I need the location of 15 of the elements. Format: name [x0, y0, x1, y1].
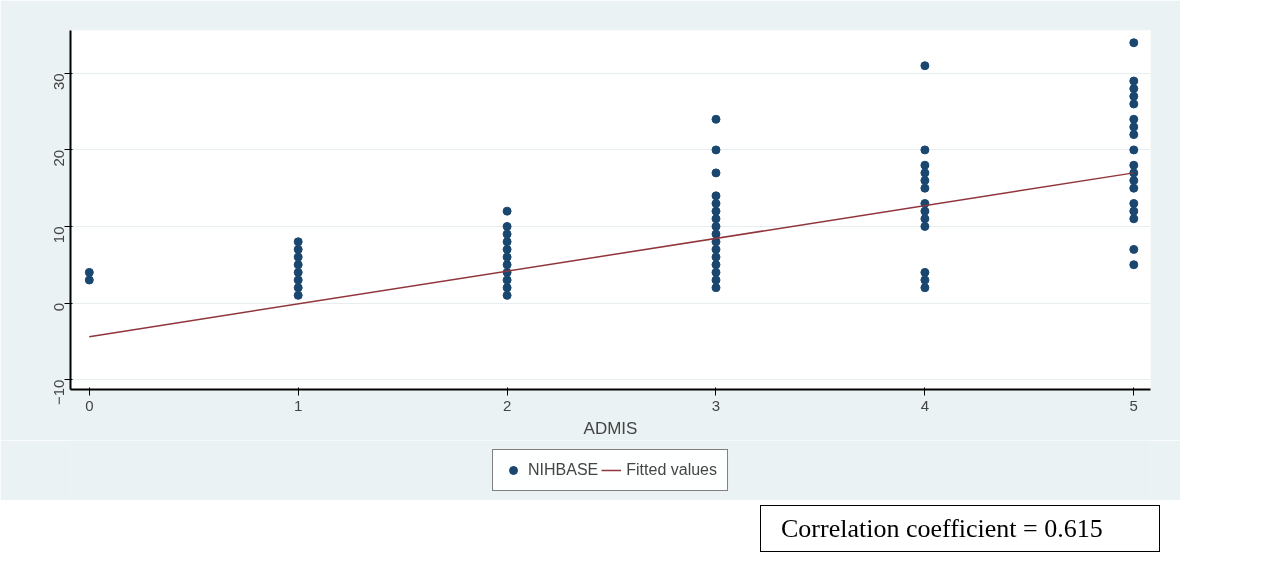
- legend-label: Fitted values: [626, 461, 717, 479]
- x-tick-label: 4: [920, 396, 930, 414]
- x-tick-label: 1: [294, 396, 303, 414]
- y-tick-label: 30: [50, 73, 68, 91]
- x-tick-label: 0: [85, 396, 94, 414]
- y-tick-label: 0: [50, 303, 68, 312]
- x-tick-label: 2: [502, 396, 512, 414]
- legend-label: NIHBASE: [528, 461, 599, 479]
- text: Correlation coefficient = 0.615: [781, 513, 1103, 545]
- x-tick-label: 3: [711, 396, 721, 414]
- y-tick-label: −10: [50, 379, 68, 405]
- y-tick-label: 20: [50, 149, 68, 167]
- x-tick-label: 5: [1129, 396, 1138, 414]
- x-axis-title: ADMIS: [583, 418, 638, 438]
- y-tick-label: 10: [50, 226, 68, 244]
